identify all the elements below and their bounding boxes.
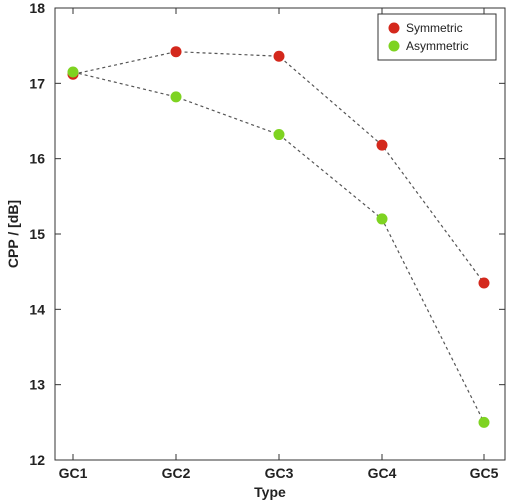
data-point-asymmetric [478,416,490,428]
data-point-asymmetric [170,91,182,103]
x-axis-title: Type [254,484,286,500]
legend-marker-asymmetric [388,40,400,52]
data-point-asymmetric [67,66,79,78]
legend-label-symmetric: Symmetric [406,21,463,35]
data-point-asymmetric [376,213,388,225]
y-tick-label: 18 [29,0,45,16]
data-point-asymmetric [273,129,285,141]
y-tick-label: 17 [29,75,45,91]
series-line-asymmetric [72,71,485,423]
y-tick-label: 13 [29,377,45,393]
data-point-symmetric [170,46,182,58]
legend-label-asymmetric: Asymmetric [406,39,469,53]
x-tick-label: GC4 [368,465,397,481]
plot-frame [54,7,506,461]
series-line-symmetric [72,51,485,284]
legend-marker-symmetric [388,22,400,34]
y-tick-label: 15 [29,226,45,242]
y-axis-title: CPP / [dB] [5,200,21,268]
data-point-symmetric [478,277,490,289]
y-tick-label: 14 [29,301,45,317]
x-tick-label: GC5 [470,465,499,481]
x-tick-label: GC1 [59,465,88,481]
y-tick-label: 12 [29,452,45,468]
data-point-symmetric [376,139,388,151]
y-tick-label: 16 [29,151,45,167]
legend-box [377,13,497,61]
x-tick-label: GC3 [265,465,294,481]
x-tick-label: GC2 [162,465,191,481]
data-point-symmetric [273,50,285,62]
